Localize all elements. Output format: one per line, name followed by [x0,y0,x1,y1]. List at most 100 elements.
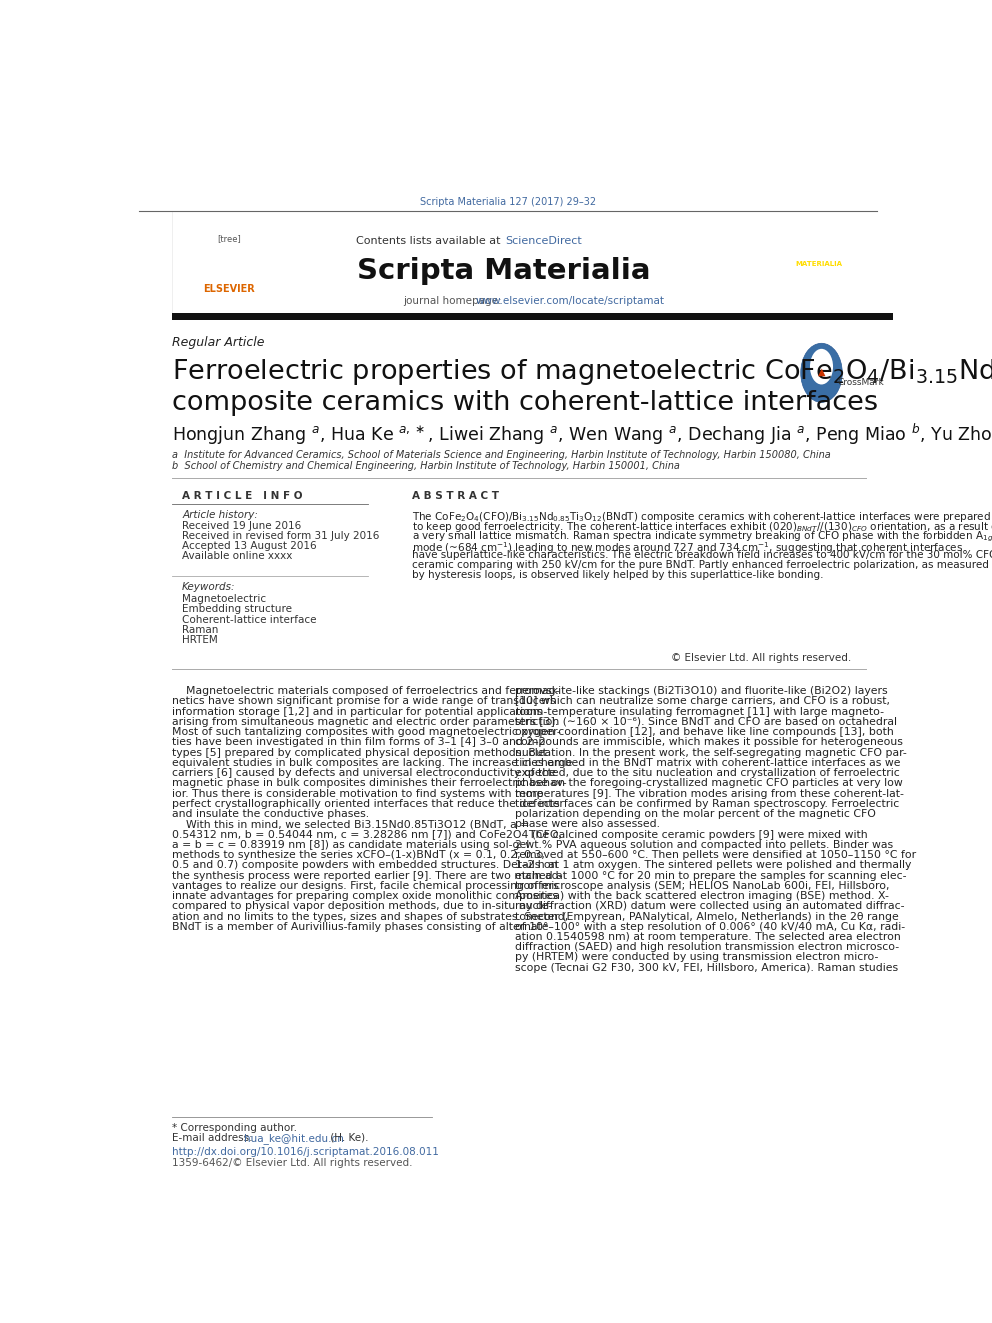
Text: phase were also assessed.: phase were also assessed. [516,819,661,830]
Text: composite ceramics with coherent-lattice interfaces: composite ceramics with coherent-lattice… [172,390,878,415]
Text: of 10°–100° with a step resolution of 0.006° (40 kV/40 mA, Cu Kα, radi-: of 10°–100° with a step resolution of 0.… [516,922,906,931]
Text: (H. Ke).: (H. Ke). [327,1132,369,1143]
Text: polarization depending on the molar percent of the magnetic CFO: polarization depending on the molar perc… [516,810,876,819]
Text: America) with the back scattered electron imaging (BSE) method. X-: America) with the back scattered electro… [516,890,889,901]
Ellipse shape [809,349,833,385]
Text: py (HRTEM) were conducted by using transmission electron micro-: py (HRTEM) were conducted by using trans… [516,953,879,962]
Text: netics have shown significant promise for a wide range of transducers: netics have shown significant promise fo… [172,696,556,706]
Text: Received in revised form 31 July 2016: Received in revised form 31 July 2016 [183,531,380,541]
Text: the synthesis process were reported earlier [9]. There are two main ad-: the synthesis process were reported earl… [172,871,562,881]
Text: http://dx.doi.org/10.1016/j.scriptamat.2016.08.011: http://dx.doi.org/10.1016/j.scriptamat.2… [172,1147,438,1158]
Text: magnetic phase in bulk composites diminishes their ferroelectric behav-: magnetic phase in bulk composites dimini… [172,778,566,789]
Text: Scripta Materialia 127 (2017) 29–32: Scripta Materialia 127 (2017) 29–32 [421,197,596,208]
Ellipse shape [801,343,842,402]
Text: Contents lists available at: Contents lists available at [356,235,504,246]
Text: ELSEVIER: ELSEVIER [203,283,255,294]
Text: 0.5 and 0.7) composite powders with embedded structures. Details on: 0.5 and 0.7) composite powders with embe… [172,860,558,871]
Text: information storage [1,2] and in particular for potential applications: information storage [1,2] and in particu… [172,706,543,717]
Text: Raman: Raman [183,624,218,635]
Text: Hongjun Zhang $^a$, Hua Ke $^{a,\ast}$, Liwei Zhang $^a$, Wen Wang $^a$, Dechang: Hongjun Zhang $^a$, Hua Ke $^{a,\ast}$, … [172,422,992,447]
Text: a  Institute for Advanced Ceramics, School of Materials Science and Engineering,: a Institute for Advanced Ceramics, Schoo… [172,450,830,460]
Text: types [5] prepared by complicated physical deposition methods. But: types [5] prepared by complicated physic… [172,747,547,758]
Text: [10] which can neutralize some charge carriers, and CFO is a robust,: [10] which can neutralize some charge ca… [516,696,891,706]
Text: ScienceDirect: ScienceDirect [505,235,582,246]
Text: BNdT is a member of Aurivillius-family phases consisting of alternate: BNdT is a member of Aurivillius-family p… [172,922,549,931]
Text: Accepted 13 August 2016: Accepted 13 August 2016 [183,541,316,550]
Text: by hysteresis loops, is observed likely helped by this superlattice-like bonding: by hysteresis loops, is observed likely … [413,570,823,579]
Text: a = b = c = 0.83919 nm [8]) as candidate materials using sol-gel: a = b = c = 0.83919 nm [8]) as candidate… [172,840,530,849]
Text: phase on the foregoing-crystallized magnetic CFO particles at very low: phase on the foregoing-crystallized magn… [516,778,903,789]
Text: A R T I C L E   I N F O: A R T I C L E I N F O [183,491,303,501]
Text: removed at 550–600 °C. Then pellets were densified at 1050–1150 °C for: removed at 550–600 °C. Then pellets were… [516,851,917,860]
Text: temperatures [9]. The vibration modes arising from these coherent-lat-: temperatures [9]. The vibration modes ar… [516,789,905,799]
Text: Magnetoelectric materials composed of ferroelectrics and ferromag-: Magnetoelectric materials composed of fe… [172,687,559,696]
Text: carriers [6] caused by defects and universal electroconductivity of the: carriers [6] caused by defects and unive… [172,769,556,778]
Text: [tree]: [tree] [217,234,241,243]
Text: etched at 1000 °C for 20 min to prepare the samples for scanning elec-: etched at 1000 °C for 20 min to prepare … [516,871,907,881]
Text: Article history:: Article history: [183,509,258,520]
Text: 1359-6462/© Elsevier Ltd. All rights reserved.: 1359-6462/© Elsevier Ltd. All rights res… [172,1158,413,1168]
Text: 1–2 h at 1 atm oxygen. The sintered pellets were polished and thermally: 1–2 h at 1 atm oxygen. The sintered pell… [516,860,912,871]
Text: Regular Article: Regular Article [172,336,265,349]
Text: Ferroelectric properties of magnetoelectric CoFe$_2$O$_4$/Bi$_{3.15}$Nd$_{0.85}$: Ferroelectric properties of magnetoelect… [172,357,992,388]
Bar [172,314,895,320]
Text: journal homepage:: journal homepage: [403,296,505,306]
Text: mode (~684 cm$^{-1}$) leading to new modes around 727 and 734 cm$^{-1}$, suggest: mode (~684 cm$^{-1}$) leading to new mod… [413,540,963,556]
Text: ation 0.1540598 nm) at room temperature. The selected area electron: ation 0.1540598 nm) at room temperature.… [516,931,901,942]
Text: ▲: ▲ [817,366,825,376]
Text: tron microscope analysis (SEM; HELIOS NanoLab 600i, FEI, Hillsboro,: tron microscope analysis (SEM; HELIOS Na… [516,881,890,890]
Text: 0.54312 nm, b = 0.54044 nm, c = 3.28286 nm [7]) and CoFe2O4 (CFO,: 0.54312 nm, b = 0.54044 nm, c = 3.28286 … [172,830,562,840]
Text: ray diffraction (XRD) datum were collected using an automated diffrac-: ray diffraction (XRD) datum were collect… [516,901,905,912]
Text: Magnetoelectric: Magnetoelectric [183,594,266,603]
Text: © Elsevier Ltd. All rights reserved.: © Elsevier Ltd. All rights reserved. [671,654,851,663]
Text: compounds are immiscible, which makes it possible for heterogeneous: compounds are immiscible, which makes it… [516,737,904,747]
Text: expected, due to the situ nucleation and crystallization of ferroelectric: expected, due to the situ nucleation and… [516,769,900,778]
Text: a very small lattice mismatch. Raman spectra indicate symmetry breaking of CFO p: a very small lattice mismatch. Raman spe… [413,531,992,544]
Text: www.elsevier.com/locate/scriptamat: www.elsevier.com/locate/scriptamat [475,296,664,306]
Text: oxygen coordination [12], and behave like line compounds [13], both: oxygen coordination [12], and behave lik… [516,728,894,737]
Text: Keywords:: Keywords: [183,582,236,593]
Text: HRTEM: HRTEM [183,635,218,646]
Text: The calcined composite ceramic powders [9] were mixed with: The calcined composite ceramic powders [… [516,830,868,840]
Text: Available online xxxx: Available online xxxx [183,550,293,561]
Text: nucleation. In the present work, the self-segregating magnetic CFO par-: nucleation. In the present work, the sel… [516,747,907,758]
Text: equivalent studies in bulk composites are lacking. The increase in charge: equivalent studies in bulk composites ar… [172,758,572,767]
Text: methods to synthesize the series xCFO–(1-x)BNdT (x = 0.1, 0.2, 0.3,: methods to synthesize the series xCFO–(1… [172,851,545,860]
Text: innate advantages for preparing complex oxide monolithic composites: innate advantages for preparing complex … [172,890,558,901]
Text: perfect crystallographically oriented interfaces that reduce the defects: perfect crystallographically oriented in… [172,799,559,808]
Text: Scripta Materialia: Scripta Materialia [357,257,651,286]
Text: MATERIALIA: MATERIALIA [795,261,842,267]
Text: perovskite-like stackings (Bi2Ti3O10) and fluorite-like (Bi2O2) layers: perovskite-like stackings (Bi2Ti3O10) an… [516,687,888,696]
Text: ceramic comparing with 250 kV/cm for the pure BNdT. Partly enhanced ferroelectri: ceramic comparing with 250 kV/cm for the… [413,560,989,570]
Text: Embedding structure: Embedding structure [183,605,292,614]
Text: b  School of Chemistry and Chemical Engineering, Harbin Institute of Technology,: b School of Chemistry and Chemical Engin… [172,462,680,471]
Text: A B S T R A C T: A B S T R A C T [413,491,499,501]
Text: diffraction (SAED) and high resolution transmission electron microsco-: diffraction (SAED) and high resolution t… [516,942,900,953]
Text: The CoFe$_2$O$_4$(CFO)/Bi$_{3.15}$Nd$_{0.85}$Ti$_3$O$_{12}$(BNdT) composite cera: The CoFe$_2$O$_4$(CFO)/Bi$_{3.15}$Nd$_{0… [413,509,991,524]
Text: room-temperature insulating ferromagnet [11] with large magneto-: room-temperature insulating ferromagnet … [516,706,885,717]
Text: hua_ke@hit.edu.cn: hua_ke@hit.edu.cn [244,1132,344,1143]
Text: arising from simultaneous magnetic and electric order parameters [3].: arising from simultaneous magnetic and e… [172,717,558,726]
Text: compared to physical vapor deposition methods, due to in-situ nucle-: compared to physical vapor deposition me… [172,901,553,912]
Text: Scripta: Scripta [801,251,836,261]
Text: ior. Thus there is considerable motivation to find systems with more: ior. Thus there is considerable motivati… [172,789,544,799]
Text: to keep good ferroelectricity. The coherent-lattice interfaces exhibit (020)$_{B: to keep good ferroelectricity. The coher… [413,520,992,534]
Text: tometer (Empyrean, PANalytical, Almelo, Netherlands) in the 2θ range: tometer (Empyrean, PANalytical, Almelo, … [516,912,899,922]
Text: Received 19 June 2016: Received 19 June 2016 [183,521,302,531]
Text: scope (Tecnai G2 F30, 300 kV, FEI, Hillsboro, America). Raman studies: scope (Tecnai G2 F30, 300 kV, FEI, Hills… [516,963,899,972]
Text: 2 wt.% PVA aqueous solution and compacted into pellets. Binder was: 2 wt.% PVA aqueous solution and compacte… [516,840,894,849]
Text: ties have been investigated in thin film forms of 3–1 [4] 3–0 and 2–2: ties have been investigated in thin film… [172,737,546,747]
Text: striction (∼160 × 10⁻⁶). Since BNdT and CFO are based on octahedral: striction (∼160 × 10⁻⁶). Since BNdT and … [516,717,898,726]
Text: With this in mind, we selected Bi3.15Nd0.85Ti3O12 (BNdT, a =: With this in mind, we selected Bi3.15Nd0… [172,819,530,830]
Text: Most of such tantalizing composites with good magnetoelectric proper-: Most of such tantalizing composites with… [172,728,560,737]
Text: ticles embed in the BNdT matrix with coherent-lattice interfaces as we: ticles embed in the BNdT matrix with coh… [516,758,901,767]
Text: E-mail address:: E-mail address: [172,1132,256,1143]
Text: vantages to realize our designs. First, facile chemical processing offers: vantages to realize our designs. First, … [172,881,558,890]
Text: have superlattice-like characteristics. The electric breakdown field increases t: have superlattice-like characteristics. … [413,550,992,560]
Text: ation and no limits to the types, sizes and shapes of substrates. Second,: ation and no limits to the types, sizes … [172,912,568,922]
Text: CrossMark: CrossMark [837,377,884,386]
Text: tice interfaces can be confirmed by Raman spectroscopy. Ferroelectric: tice interfaces can be confirmed by Rama… [516,799,900,808]
Text: * Corresponding author.: * Corresponding author. [172,1123,297,1132]
Text: and insulate the conductive phases.: and insulate the conductive phases. [172,810,369,819]
Text: Coherent-lattice interface: Coherent-lattice interface [183,615,316,624]
